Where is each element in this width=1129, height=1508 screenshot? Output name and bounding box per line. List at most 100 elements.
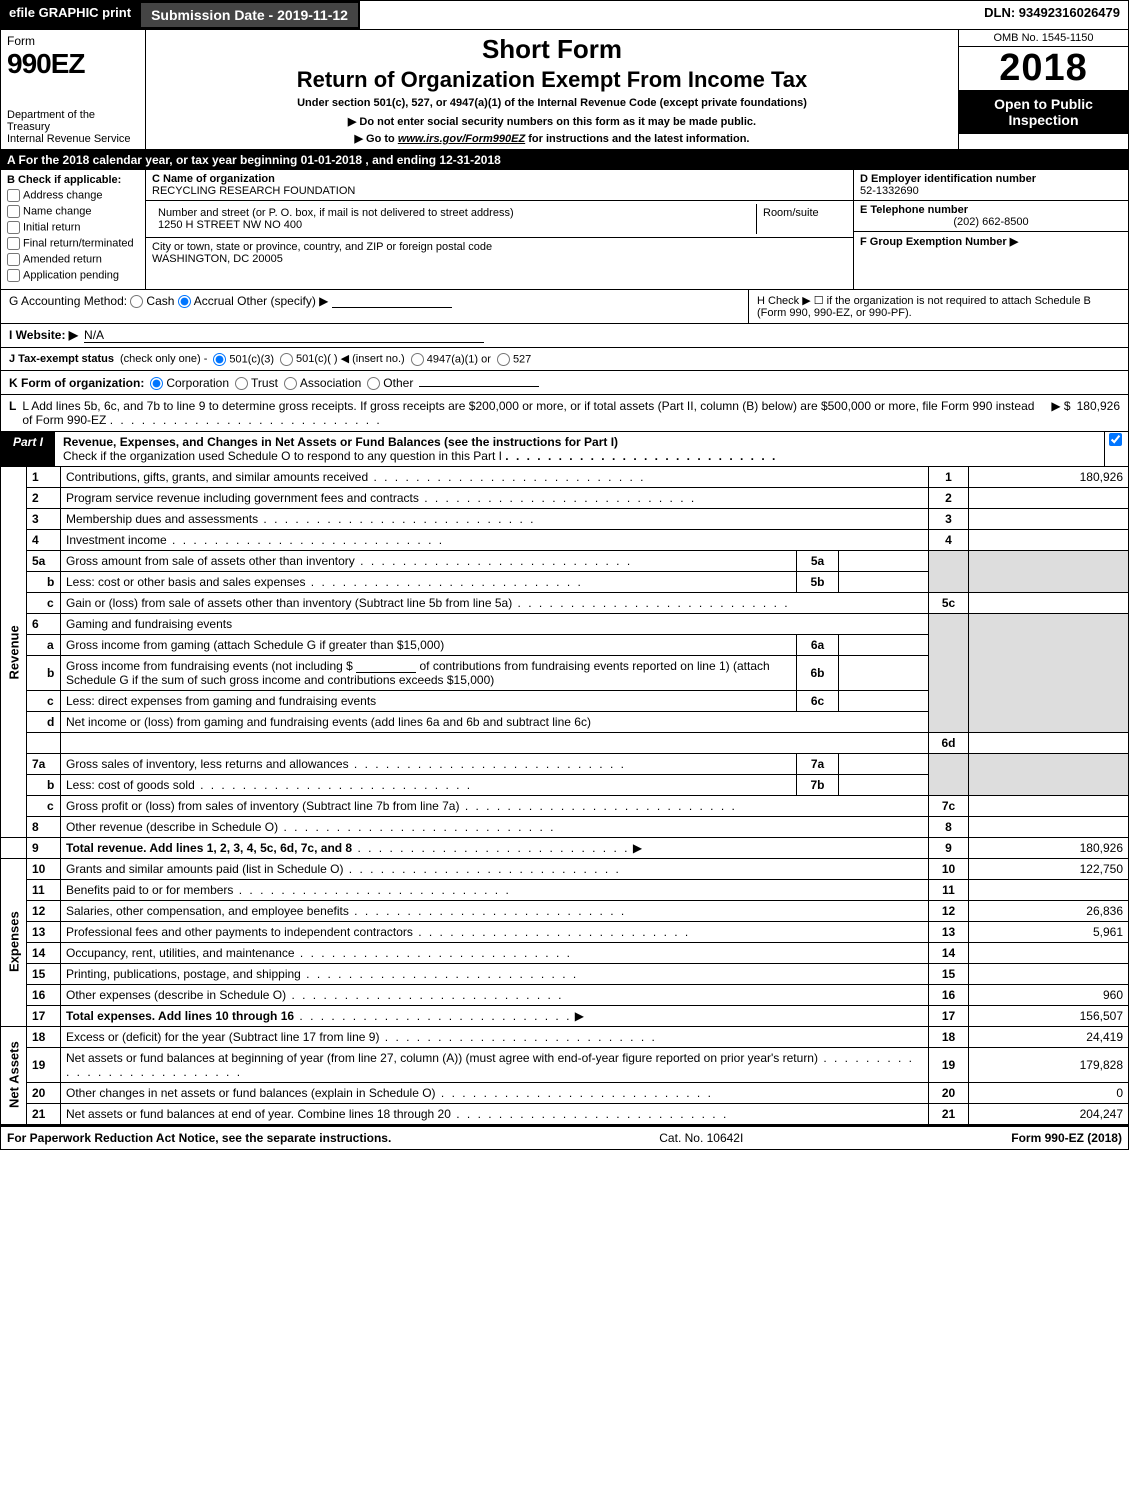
l6d-amt <box>969 732 1129 753</box>
l12-desc: Salaries, other compensation, and employ… <box>61 900 929 921</box>
l6d-desc: Net income or (loss) from gaming and fun… <box>61 711 929 732</box>
l2-desc: Program service revenue including govern… <box>61 487 929 508</box>
header-left: Form 990EZ Department of the Treasury In… <box>1 30 146 149</box>
section-expenses: Expenses <box>1 858 27 1026</box>
l6a-val[interactable] <box>839 634 929 655</box>
l7b-num: b <box>27 774 61 795</box>
g-other-line[interactable] <box>332 296 452 308</box>
l2-amt <box>969 487 1129 508</box>
l5a-num: 5a <box>27 550 61 571</box>
l4-num: 4 <box>27 529 61 550</box>
j-lbl: J Tax-exempt status <box>9 353 114 365</box>
ssn-note: ▶ Do not enter social security numbers o… <box>348 115 756 128</box>
l6b-num: b <box>27 655 61 690</box>
l5a-val[interactable] <box>839 550 929 571</box>
l14-desc: Occupancy, rent, utilities, and maintena… <box>61 942 929 963</box>
g-accrual[interactable]: Accrual <box>178 294 234 308</box>
dept-line2: Internal Revenue Service <box>7 133 139 145</box>
h-text: H Check ▶ ☐ if the organization is not r… <box>757 295 1091 319</box>
k-other-line[interactable] <box>419 375 539 387</box>
link-pre: ▶ Go to <box>355 133 398 145</box>
l5a-desc: Gross amount from sale of assets other t… <box>61 550 797 571</box>
l17-num: 17 <box>27 1005 61 1026</box>
period-end: 12-31-2018 <box>439 153 500 167</box>
i-lbl: I Website: ▶ <box>9 328 78 342</box>
org-addr: 1250 H STREET NW NO 400 <box>158 219 750 231</box>
l21-desc: Net assets or fund balances at end of ye… <box>61 1103 929 1124</box>
spacer <box>360 1 976 29</box>
chk-amended-return[interactable]: Amended return <box>7 253 139 266</box>
l10-num: 10 <box>27 858 61 879</box>
box-d: D Employer identification number 52-1332… <box>854 170 1128 201</box>
g-lbl: G Accounting Method: <box>9 294 127 308</box>
l9-desc: Total revenue. Add lines 1, 2, 3, 4, 5c,… <box>61 837 929 858</box>
chk-final-return[interactable]: Final return/terminated <box>7 237 139 250</box>
l3-desc: Membership dues and assessments <box>61 508 929 529</box>
l7a-num: 7a <box>27 753 61 774</box>
l15-num: 15 <box>27 963 61 984</box>
omb-number: OMB No. 1545-1150 <box>959 30 1128 47</box>
l6b-val[interactable] <box>839 655 929 690</box>
g-other: Other (specify) ▶ <box>237 294 328 308</box>
row-g: G Accounting Method: Cash Accrual Other … <box>1 290 748 323</box>
l12-amt: 26,836 <box>969 900 1129 921</box>
l21-num: 21 <box>27 1103 61 1124</box>
l7a-val[interactable] <box>839 753 929 774</box>
page-footer: For Paperwork Reduction Act Notice, see … <box>0 1125 1129 1150</box>
l5c-amt <box>969 592 1129 613</box>
l7c-desc: Gross profit or (loss) from sales of inv… <box>61 795 929 816</box>
form-word: Form <box>7 34 139 48</box>
chk-address-change[interactable]: Address change <box>7 189 139 202</box>
l6c-val[interactable] <box>839 690 929 711</box>
l8-amt <box>969 816 1129 837</box>
part1-check-text: Check if the organization used Schedule … <box>63 449 502 463</box>
part1-header: Part I Revenue, Expenses, and Changes in… <box>0 432 1129 467</box>
chk-initial-return[interactable]: Initial return <box>7 221 139 234</box>
phone-val: (202) 662-8500 <box>860 216 1122 228</box>
chk-application-pending[interactable]: Application pending <box>7 269 139 282</box>
l5c-desc: Gain or (loss) from sale of assets other… <box>61 592 929 613</box>
l7b-val[interactable] <box>839 774 929 795</box>
dept-line1: Department of the Treasury <box>7 109 139 133</box>
period-begin: 01-01-2018 <box>301 153 362 167</box>
l21-amt: 204,247 <box>969 1103 1129 1124</box>
l20-desc: Other changes in net assets or fund bala… <box>61 1082 929 1103</box>
k-other[interactable]: Other <box>367 376 413 390</box>
g-cash[interactable]: Cash <box>130 294 174 308</box>
l18-num: 18 <box>27 1026 61 1047</box>
l7b-desc: Less: cost of goods sold <box>61 774 797 795</box>
submission-date: Submission Date - 2019-11-12 <box>139 1 360 29</box>
box-def: D Employer identification number 52-1332… <box>853 170 1128 289</box>
j-501c[interactable]: 501(c)( ) ◀ (insert no.) <box>280 352 405 366</box>
l11-amt <box>969 879 1129 900</box>
chk-name-change[interactable]: Name change <box>7 205 139 218</box>
l18-desc: Excess or (deficit) for the year (Subtra… <box>61 1026 929 1047</box>
l5b-val[interactable] <box>839 571 929 592</box>
title-return: Return of Organization Exempt From Incom… <box>297 67 808 93</box>
k-trust[interactable]: Trust <box>235 376 278 390</box>
dept-treasury: Department of the Treasury Internal Reve… <box>7 109 139 145</box>
l19-desc: Net assets or fund balances at beginning… <box>61 1047 929 1082</box>
j-4947[interactable]: 4947(a)(1) or <box>411 353 491 366</box>
l1-num: 1 <box>27 467 61 488</box>
city-lbl: City or town, state or province, country… <box>152 241 847 253</box>
l20-num: 20 <box>27 1082 61 1103</box>
room-lbl: Room/suite <box>763 207 841 219</box>
l16-num: 16 <box>27 984 61 1005</box>
l6c-box: 6c <box>797 690 839 711</box>
part1-checkbox[interactable] <box>1104 432 1128 466</box>
irs-link[interactable]: www.irs.gov/Form990EZ <box>398 133 525 145</box>
l13-amt: 5,961 <box>969 921 1129 942</box>
j-501c3[interactable]: 501(c)(3) <box>213 353 274 366</box>
period-row: A For the 2018 calendar year, or tax yea… <box>0 150 1129 170</box>
k-corp[interactable]: Corporation <box>150 376 229 390</box>
k-assoc[interactable]: Association <box>284 376 361 390</box>
meta-block: G Accounting Method: Cash Accrual Other … <box>0 290 1129 432</box>
l7b-box: 7b <box>797 774 839 795</box>
j-527[interactable]: 527 <box>497 353 531 366</box>
box-b: B Check if applicable: Address change Na… <box>1 170 146 289</box>
group-exempt-lbl: F Group Exemption Number ▶ <box>860 236 1018 248</box>
l8-desc: Other revenue (describe in Schedule O) <box>61 816 929 837</box>
box-f: F Group Exemption Number ▶ <box>854 232 1128 251</box>
org-name-row: C Name of organization RECYCLING RESEARC… <box>146 170 853 201</box>
